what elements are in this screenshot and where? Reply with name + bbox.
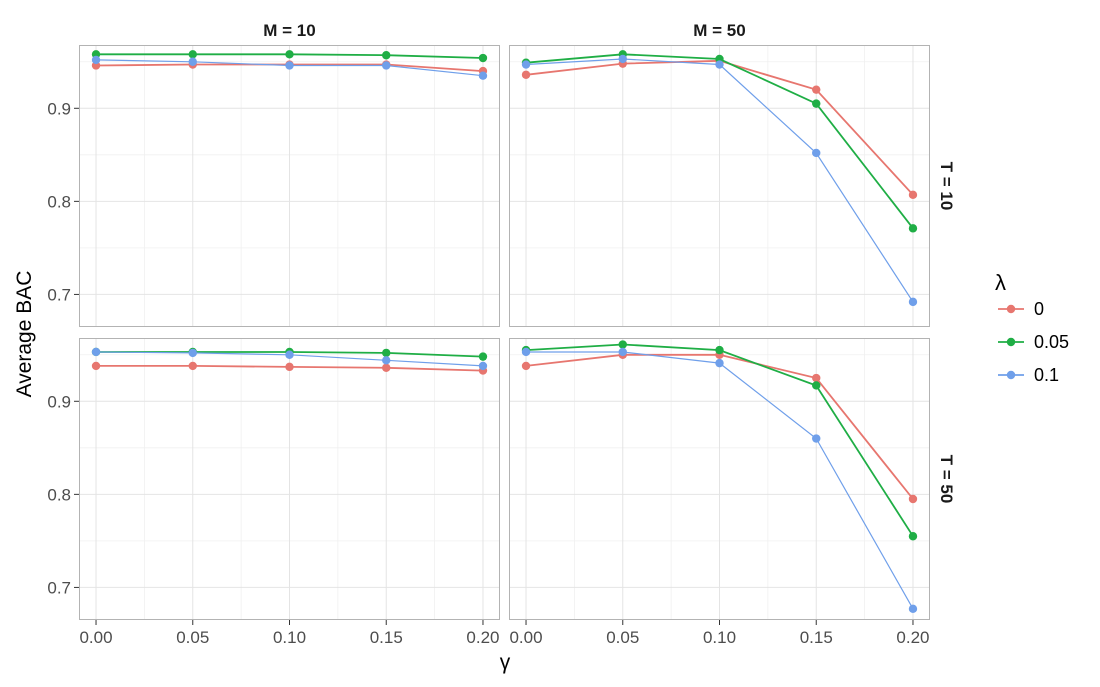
x-tick-label: 0.00 <box>509 628 542 647</box>
data-point-0.05 <box>908 532 918 541</box>
data-point-0.1 <box>382 356 391 365</box>
data-point-0.1 <box>908 297 918 307</box>
facet-row-label: T = 10 <box>937 162 956 211</box>
x-tick-label: 0.15 <box>370 628 403 647</box>
data-point-0.1 <box>812 148 821 158</box>
panel-2-1 <box>79 338 500 620</box>
legend-key-point <box>1006 370 1016 380</box>
data-point-0 <box>521 361 531 371</box>
data-point-0.05 <box>382 51 391 60</box>
data-point-0.1 <box>382 61 391 70</box>
data-point-0.05 <box>188 50 197 59</box>
data-point-0.1 <box>812 434 821 443</box>
data-point-0 <box>908 494 918 504</box>
legend-items: 0 0.05 0.1 <box>998 299 1069 385</box>
data-point-0.05 <box>478 53 488 63</box>
panel-1-2 <box>509 45 930 327</box>
data-point-0 <box>188 361 197 371</box>
facet-row-label: T = 50 <box>937 455 956 504</box>
data-point-0.1 <box>618 347 627 357</box>
x-tick-label: 0.05 <box>176 628 209 647</box>
data-point-0.05 <box>715 345 724 355</box>
facet-col-label: M = 50 <box>693 21 745 40</box>
data-point-0.1 <box>91 55 101 65</box>
data-point-0.1 <box>478 71 488 80</box>
x-tick-label: 0.00 <box>79 628 112 647</box>
legend-label: 0.05 <box>1034 332 1069 352</box>
y-tick-label: 0.9 <box>47 99 71 118</box>
legend-title: λ <box>995 270 1006 295</box>
data-point-0.1 <box>91 347 101 357</box>
legend-item-0.05: 0.05 <box>998 332 1069 352</box>
data-point-0.1 <box>285 350 294 359</box>
data-point-0.05 <box>812 99 821 108</box>
data-point-0.05 <box>908 224 918 233</box>
panel-border <box>509 338 930 620</box>
data-point-0.1 <box>521 347 531 357</box>
data-point-0 <box>908 190 918 200</box>
panel-border <box>79 338 500 620</box>
x-tick-label: 0.15 <box>800 628 833 647</box>
panel-border <box>79 45 500 327</box>
data-point-0.05 <box>285 50 294 59</box>
data-point-0 <box>521 70 531 79</box>
data-point-0.05 <box>812 381 821 390</box>
legend-label: 0 <box>1034 299 1044 319</box>
data-point-0.1 <box>521 60 531 69</box>
y-tick-label: 0.7 <box>47 285 71 304</box>
data-point-0.1 <box>715 60 724 69</box>
x-tick-label: 0.05 <box>606 628 639 647</box>
data-point-0.1 <box>908 604 918 614</box>
y-axis: 0.7 0.8 0.9 0.7 0.8 0.9 <box>47 99 79 597</box>
y-tick-label: 0.8 <box>47 192 71 211</box>
data-point-0.1 <box>188 57 197 66</box>
data-point-0.05 <box>382 348 391 358</box>
data-point-0.05 <box>478 352 488 361</box>
legend-item-0: 0 <box>998 299 1044 319</box>
data-point-0.1 <box>285 61 294 70</box>
x-axis: 0.00 0.05 0.10 0.15 0.20 0.00 0.05 0.10 0.15 0.20 <box>79 620 930 647</box>
legend-key-point <box>1006 337 1016 347</box>
panel-border <box>509 45 930 327</box>
data-point-0 <box>285 362 294 372</box>
x-tick-label: 0.20 <box>896 628 929 647</box>
data-point-0.1 <box>478 361 488 371</box>
data-point-0.1 <box>715 358 724 368</box>
panels <box>79 45 930 620</box>
legend-item-0.1: 0.1 <box>998 365 1059 385</box>
panel-2-2 <box>509 338 930 620</box>
y-tick-label: 0.8 <box>47 485 71 504</box>
x-tick-label: 0.10 <box>273 628 306 647</box>
x-tick-label: 0.10 <box>703 628 736 647</box>
data-point-0 <box>812 373 821 383</box>
data-point-0.1 <box>618 54 627 64</box>
x-axis-title: γ <box>500 651 511 674</box>
data-point-0.1 <box>188 348 197 358</box>
facet-col-label: M = 10 <box>263 21 315 40</box>
facet-strips: M = 10 M = 50 T = 10 T = 50 <box>263 21 956 503</box>
y-axis-title: Average BAC <box>13 271 36 398</box>
panel-1-1 <box>79 45 500 327</box>
x-tick-label: 0.20 <box>466 628 499 647</box>
data-point-0.05 <box>618 340 627 349</box>
data-point-0 <box>812 85 821 94</box>
data-point-0 <box>91 361 101 371</box>
legend: λ 0 0.05 0.1 <box>995 270 1069 385</box>
y-tick-label: 0.7 <box>47 578 71 597</box>
legend-label: 0.1 <box>1034 365 1059 385</box>
legend-key-point <box>1006 304 1016 314</box>
y-tick-label: 0.9 <box>47 392 71 411</box>
data-point-0 <box>382 363 391 372</box>
